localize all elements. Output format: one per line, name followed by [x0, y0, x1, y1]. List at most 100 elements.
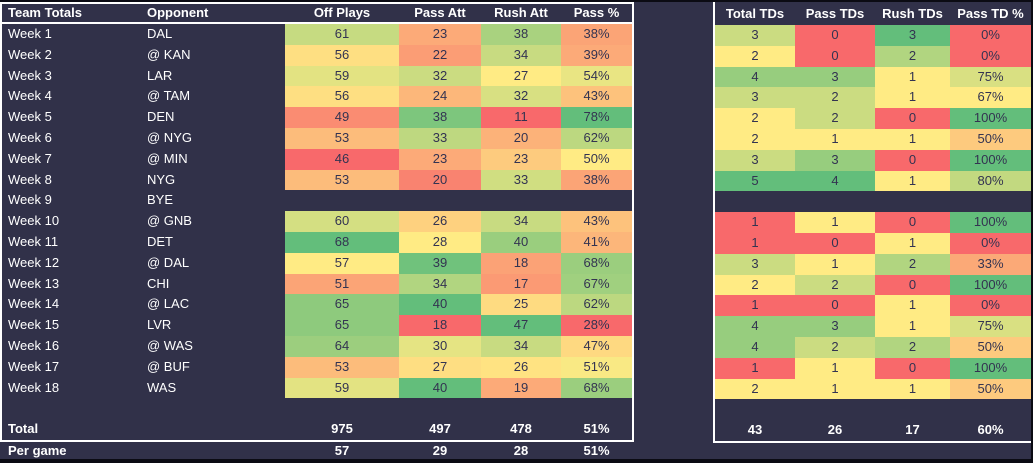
cell-pass-pct[interactable]: 62%: [561, 127, 632, 149]
week-label[interactable]: Week 13: [8, 275, 60, 291]
total-pass-td-pct[interactable]: 60%: [977, 422, 1004, 438]
cell-pass-td-pct[interactable]: 0%: [950, 232, 1031, 254]
cell-pass-td-pct[interactable]: 50%: [950, 336, 1031, 358]
header-pass-td-pct[interactable]: Pass TD %: [957, 6, 1024, 21]
week-label[interactable]: Week 1: [8, 26, 52, 41]
header-total-tds[interactable]: Total TDs: [725, 6, 785, 21]
cell-pass-td-pct[interactable]: 100%: [950, 149, 1031, 171]
cell-total-tds[interactable]: 2: [715, 128, 795, 150]
week-label[interactable]: Week 8: [8, 171, 52, 187]
per-game-label[interactable]: Per game: [8, 443, 67, 458]
total-pass-att[interactable]: 497: [429, 421, 451, 437]
cell-pass-pct[interactable]: 38%: [561, 169, 632, 191]
cell-pass-att[interactable]: 20: [399, 169, 481, 191]
cell-rush-att[interactable]: 27: [481, 65, 561, 87]
cell-pass-td-pct[interactable]: 50%: [950, 378, 1031, 400]
opponent-cell[interactable]: @ GNB: [147, 213, 192, 229]
cell-off-plays[interactable]: 57: [285, 252, 399, 274]
cell-pass-tds[interactable]: 1: [795, 253, 875, 275]
cell-pass-tds[interactable]: 4: [795, 170, 875, 192]
cell-pass-tds[interactable]: [795, 191, 875, 212]
cell-rush-tds[interactable]: 3: [875, 25, 950, 46]
cell-pass-att[interactable]: 32: [399, 65, 481, 87]
week-label[interactable]: Week 12: [8, 254, 60, 270]
week-label[interactable]: Week 3: [8, 67, 52, 83]
cell-pass-tds[interactable]: 1: [795, 128, 875, 150]
cell-pass-tds[interactable]: 3: [795, 66, 875, 88]
week-label[interactable]: Week 4: [8, 88, 52, 104]
cell-off-plays[interactable]: 46: [285, 148, 399, 170]
cell-total-tds[interactable]: 1: [715, 295, 795, 317]
cell-pass-pct[interactable]: 50%: [561, 148, 632, 170]
cell-pass-att[interactable]: [399, 190, 481, 211]
cell-total-tds[interactable]: 2: [715, 108, 795, 129]
week-label[interactable]: Week 11: [8, 233, 59, 249]
total-pass-pct[interactable]: 51%: [583, 421, 610, 437]
opponent-cell[interactable]: BYE: [147, 192, 174, 208]
cell-pass-pct[interactable]: 38%: [561, 24, 632, 45]
cell-pass-att[interactable]: 40: [399, 377, 481, 399]
cell-total-tds[interactable]: [715, 191, 795, 212]
cell-pass-td-pct[interactable]: 50%: [950, 128, 1031, 150]
cell-pass-tds[interactable]: 1: [795, 212, 875, 233]
opponent-cell[interactable]: @ MIN: [147, 150, 188, 166]
cell-rush-tds[interactable]: 0: [875, 274, 950, 296]
cell-pass-att[interactable]: 30: [399, 335, 481, 357]
cell-rush-att[interactable]: 20: [481, 127, 561, 149]
cell-rush-att[interactable]: 47: [481, 315, 561, 336]
cell-off-plays[interactable]: 53: [285, 356, 399, 378]
cell-pass-tds[interactable]: 0: [795, 45, 875, 67]
cell-pass-td-pct[interactable]: [950, 191, 1031, 212]
cell-pass-att[interactable]: 39: [399, 252, 481, 274]
cell-total-tds[interactable]: 2: [715, 378, 795, 400]
cell-pass-td-pct[interactable]: 33%: [950, 253, 1031, 275]
cell-total-tds[interactable]: 3: [715, 149, 795, 171]
cell-pass-td-pct[interactable]: 80%: [950, 170, 1031, 192]
total-total-tds[interactable]: 43: [747, 422, 763, 438]
cell-pass-td-pct[interactable]: 0%: [950, 295, 1031, 317]
opponent-cell[interactable]: @ DAL: [147, 254, 190, 270]
cell-rush-att[interactable]: 33: [481, 169, 561, 191]
cell-off-plays[interactable]: 68: [285, 231, 399, 253]
header-pass-att[interactable]: Pass Att: [414, 5, 466, 20]
cell-pass-pct[interactable]: [561, 190, 632, 211]
cell-pass-pct[interactable]: 28%: [561, 315, 632, 336]
cell-pass-tds[interactable]: 0: [795, 232, 875, 254]
per-game-rush-att[interactable]: 28: [513, 443, 529, 458]
cell-pass-att[interactable]: 33: [399, 127, 481, 149]
cell-pass-tds[interactable]: 2: [795, 87, 875, 109]
cell-rush-tds[interactable]: 2: [875, 336, 950, 358]
cell-pass-tds[interactable]: 0: [795, 25, 875, 46]
cell-pass-tds[interactable]: 3: [795, 316, 875, 337]
cell-pass-tds[interactable]: 3: [795, 149, 875, 171]
cell-off-plays[interactable]: 53: [285, 169, 399, 191]
cell-pass-tds[interactable]: 1: [795, 378, 875, 400]
opponent-cell[interactable]: WAS: [147, 379, 177, 395]
cell-off-plays[interactable]: [285, 190, 399, 211]
cell-pass-td-pct[interactable]: 100%: [950, 212, 1031, 233]
cell-rush-att[interactable]: 40: [481, 231, 561, 253]
cell-pass-tds[interactable]: 2: [795, 336, 875, 358]
cell-pass-td-pct[interactable]: 100%: [950, 357, 1031, 379]
opponent-cell[interactable]: DET: [147, 233, 173, 249]
opponent-cell[interactable]: @ LAC: [147, 296, 190, 312]
header-pass-pct[interactable]: Pass %: [573, 5, 620, 20]
cell-rush-att[interactable]: 38: [481, 24, 561, 45]
total-label[interactable]: Total: [8, 421, 39, 437]
opponent-cell[interactable]: @ BUF: [147, 358, 190, 374]
cell-pass-att[interactable]: 23: [399, 24, 481, 45]
week-label[interactable]: Week 18: [8, 379, 60, 395]
cell-pass-att[interactable]: 28: [399, 231, 481, 253]
total-pass-tds[interactable]: 26: [827, 422, 843, 438]
cell-rush-att[interactable]: 19: [481, 377, 561, 399]
week-label[interactable]: Week 14: [8, 296, 60, 312]
cell-pass-tds[interactable]: 0: [795, 295, 875, 317]
cell-total-tds[interactable]: 4: [715, 66, 795, 88]
cell-pass-att[interactable]: 27: [399, 356, 481, 378]
cell-pass-tds[interactable]: 1: [795, 357, 875, 379]
cell-off-plays[interactable]: 49: [285, 107, 399, 128]
header-rush-att[interactable]: Rush Att: [494, 5, 548, 20]
cell-pass-att[interactable]: 23: [399, 148, 481, 170]
week-label[interactable]: Week 2: [8, 46, 52, 62]
per-game-pass-att[interactable]: 29: [432, 443, 448, 458]
